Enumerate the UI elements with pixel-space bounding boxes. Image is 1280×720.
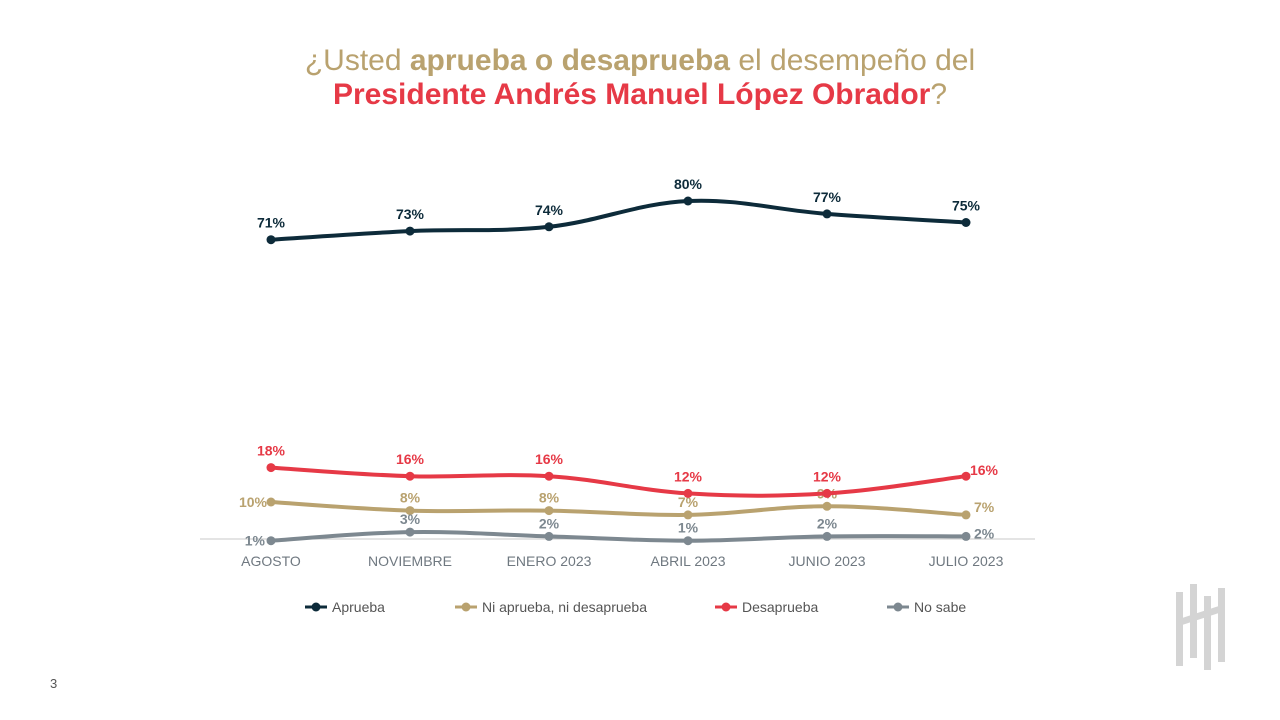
x-tick-label: ABRIL 2023 — [651, 553, 726, 569]
title-line-1: ¿Usted aprueba o desaprueba el desempeño… — [0, 44, 1280, 78]
data-label-nosabe: 1% — [678, 520, 699, 536]
series-line-aprueba — [269, 198, 968, 242]
data-label-ni: 7% — [678, 494, 699, 510]
data-point-nosabe — [683, 536, 693, 546]
legend-label-nosabe: No sabe — [914, 599, 966, 615]
x-tick-label: AGOSTO — [241, 553, 301, 569]
data-label-desaprueba: 12% — [674, 468, 703, 484]
legend-marker-ni — [461, 602, 471, 612]
data-point-nosabe — [266, 536, 276, 546]
legend-label-aprueba: Aprueba — [332, 599, 385, 615]
series-line-nosabe — [269, 529, 968, 543]
data-point-aprueba — [961, 218, 971, 227]
data-label-aprueba: 77% — [813, 189, 842, 205]
data-point-nosabe — [961, 531, 971, 541]
data-label-desaprueba: 16% — [396, 451, 425, 467]
legend-marker-desaprueba — [721, 602, 731, 612]
data-label-desaprueba: 18% — [257, 443, 286, 459]
data-point-aprueba — [405, 226, 415, 236]
data-label-nosabe: 2% — [974, 525, 995, 541]
data-label-desaprueba: 16% — [535, 451, 564, 467]
title-text-desempeno: el desempeño del — [729, 44, 976, 77]
x-tick-label: NOVIEMBRE — [368, 553, 452, 569]
data-point-nosabe — [822, 531, 832, 541]
legend-label-ni: Ni aprueba, ni desaprueba — [482, 599, 647, 615]
chart-title: ¿Usted aprueba o desaprueba el desempeño… — [0, 44, 1280, 112]
data-label-nosabe: 2% — [539, 515, 560, 531]
data-label-nosabe: 2% — [817, 515, 838, 531]
data-label-ni: 10% — [239, 494, 268, 510]
data-label-ni: 7% — [974, 499, 995, 515]
legend-marker-nosabe — [893, 602, 903, 612]
series-line-desaprueba — [269, 465, 968, 498]
series-line-ni — [269, 500, 968, 517]
data-point-desaprueba — [544, 471, 554, 481]
data-label-nosabe: 1% — [245, 533, 266, 549]
data-point-desaprueba — [961, 471, 971, 481]
data-label-ni: 8% — [400, 490, 421, 506]
data-point-ni — [683, 510, 693, 520]
title-text-presidente: Presidente Andrés Manuel López Obrador — [332, 78, 931, 111]
x-tick-label: JUNIO 2023 — [788, 553, 865, 569]
legend-label-desaprueba: Desaprueba — [742, 599, 818, 615]
data-point-ni — [961, 510, 971, 520]
page-number: 3 — [50, 676, 58, 691]
legend-marker-aprueba — [311, 602, 321, 612]
data-point-desaprueba — [266, 463, 276, 473]
x-tick-label: JULIO 2023 — [929, 553, 1004, 569]
data-label-desaprueba: 12% — [813, 468, 842, 484]
data-label-aprueba: 75% — [952, 198, 981, 214]
data-point-nosabe — [405, 527, 415, 537]
company-logo-icon — [1176, 584, 1225, 670]
data-point-aprueba — [544, 222, 554, 232]
title-text-question-mark: ? — [930, 78, 948, 111]
data-point-ni — [544, 506, 554, 516]
data-label-desaprueba: 16% — [970, 462, 999, 478]
title-text-usted: ¿Usted — [304, 44, 410, 77]
data-point-ni — [266, 497, 276, 507]
data-point-aprueba — [822, 209, 832, 219]
data-point-desaprueba — [822, 488, 832, 498]
title-line-2: Presidente Andrés Manuel López Obrador? — [0, 78, 1280, 112]
data-label-aprueba: 71% — [257, 215, 286, 231]
data-point-desaprueba — [683, 488, 693, 498]
data-point-ni — [822, 501, 832, 511]
data-label-aprueba: 73% — [396, 206, 425, 222]
title-text-aprueba: aprueba o desaprueba — [409, 44, 730, 77]
data-point-aprueba — [266, 235, 276, 245]
data-point-nosabe — [544, 531, 554, 541]
data-label-aprueba: 80% — [674, 176, 703, 192]
data-point-desaprueba — [405, 471, 415, 481]
data-label-aprueba: 74% — [535, 202, 564, 218]
x-tick-label: ENERO 2023 — [507, 553, 592, 569]
data-point-aprueba — [683, 196, 693, 206]
data-label-ni: 8% — [539, 490, 560, 506]
data-label-nosabe: 3% — [400, 511, 421, 527]
data-point-ni — [405, 506, 415, 516]
